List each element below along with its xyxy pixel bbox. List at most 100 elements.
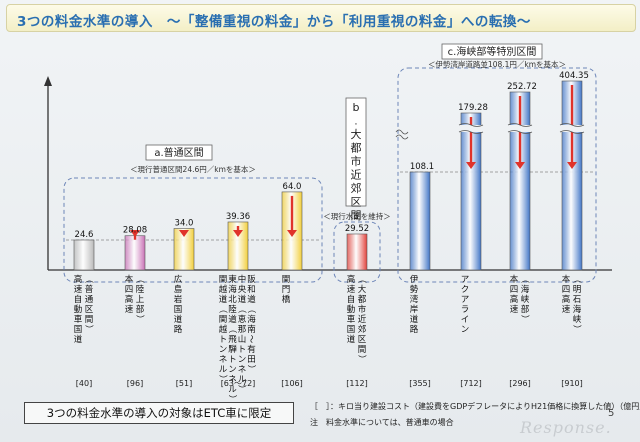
- category-label: 岸: [410, 305, 419, 315]
- category-label: ）: [236, 385, 247, 394]
- category-label: ネ: [238, 365, 247, 375]
- bar-break-gap: [560, 125, 584, 132]
- category-label: ネ: [228, 375, 237, 385]
- category-label: 高: [125, 294, 134, 305]
- category-label: 道: [174, 314, 183, 325]
- category-label: 越: [219, 324, 228, 335]
- category-note: （: [356, 275, 367, 284]
- group-b-label-char: 区: [351, 196, 362, 209]
- category-note: （: [571, 275, 582, 284]
- category-label: ア: [461, 295, 470, 305]
- reduction-arrow-head: [233, 229, 243, 237]
- category-note: 上: [136, 295, 145, 305]
- category-note: 部: [521, 304, 530, 315]
- category-label: ア: [461, 275, 470, 285]
- bar: [460, 112, 482, 271]
- category-note: 近: [358, 314, 367, 325]
- bar: [409, 171, 431, 271]
- category-note: 都: [358, 295, 367, 305]
- group-a-label: a.普通区間: [154, 146, 203, 159]
- bar-value-label: 252.72: [507, 82, 537, 92]
- construction-cost-label: [106]: [281, 379, 303, 388]
- reduction-arrow-head: [130, 229, 140, 237]
- category-label: 国: [174, 305, 183, 315]
- group-a-label-box: [145, 144, 213, 161]
- category-label: 国: [347, 325, 356, 335]
- group-b-label-char: 郊: [351, 182, 362, 195]
- bar: [227, 221, 249, 271]
- category-label: 関: [219, 275, 228, 285]
- category-label: ン: [228, 365, 237, 375]
- category-label: 四: [562, 285, 571, 295]
- category-label: 央: [238, 284, 247, 295]
- category-label: 車: [347, 314, 356, 325]
- category-label: 海: [247, 314, 256, 325]
- construction-cost-label: [712]: [460, 379, 482, 388]
- group-b-label-char: .: [354, 117, 357, 128]
- category-label: ラ: [461, 305, 470, 315]
- category-label: 車: [74, 314, 83, 325]
- category-label: 自: [74, 294, 83, 305]
- group-b-label-char: b: [353, 101, 360, 114]
- reduction-arrow-head: [287, 229, 297, 237]
- category-label: ）: [227, 395, 238, 404]
- category-label: 北: [228, 295, 237, 305]
- category-label: ル: [228, 385, 237, 395]
- category-label: 勢: [410, 284, 419, 295]
- category-label: 本: [562, 274, 571, 285]
- standard-car-note: 注 料金水準については、普通車の場合: [310, 418, 454, 427]
- group-b-label-char: 市: [351, 154, 362, 168]
- category-note: ）: [134, 315, 145, 324]
- category-label: 和: [247, 285, 256, 295]
- category-label: ン: [238, 355, 247, 365]
- category-note: （: [519, 275, 530, 284]
- construction-cost-label: [51]: [176, 379, 192, 388]
- category-label: ト: [238, 345, 247, 355]
- slide-title: 3つの料金水準の導入 ～「整備重視の料金」から「利用重視の料金」への転換～: [17, 14, 531, 30]
- category-label: 国: [74, 325, 83, 335]
- construction-cost-label: [63～72]: [221, 379, 256, 388]
- bar: [73, 239, 95, 271]
- bar-value-label: 179.28: [458, 103, 488, 113]
- category-label: 道: [228, 314, 237, 325]
- category-label: 動: [74, 304, 83, 315]
- group-c-box: [397, 67, 597, 283]
- category-note: 区: [358, 335, 367, 345]
- group-boxes: [63, 43, 597, 283]
- group-c-base-note: ＜伊勢湾岸道路並108.1円／kmを基本＞: [428, 59, 566, 69]
- group-c-label: c.海峡部等特別区間: [448, 45, 537, 58]
- category-label: 広: [174, 274, 183, 285]
- category-label: 速: [347, 285, 356, 295]
- bar: [124, 235, 146, 271]
- category-label: 門: [282, 285, 291, 295]
- category-label: （: [246, 305, 257, 314]
- category-note: ）: [356, 355, 367, 364]
- category-note: 峡: [521, 294, 530, 305]
- category-label: 東: [228, 274, 237, 285]
- category-label: 関: [219, 315, 228, 325]
- etc-only-note: 3つの料金水準の導入の対象はETC車に限定: [24, 402, 294, 424]
- category-note: 部: [136, 304, 145, 315]
- category-label: ）: [246, 365, 257, 374]
- category-label: 伊: [410, 274, 419, 285]
- category-label: ン: [461, 325, 470, 335]
- category-label: 高: [562, 294, 571, 305]
- category-note: 普: [85, 284, 94, 295]
- group-b-label-char: 間: [351, 209, 362, 222]
- bar-value-label: 39.36: [226, 212, 250, 222]
- category-label: 道: [247, 294, 256, 305]
- category-label: 自: [347, 294, 356, 305]
- category-label: 陸: [228, 304, 237, 315]
- bar-value-label: 34.0: [175, 219, 194, 229]
- construction-cost-label: [296]: [509, 379, 531, 388]
- category-label: 速: [510, 305, 519, 315]
- reduction-arrow-head: [515, 162, 525, 169]
- category-label: 飛: [228, 335, 237, 345]
- bar-value-label: 64.0: [283, 182, 302, 192]
- bar: [346, 233, 368, 271]
- category-label: ク: [461, 285, 470, 295]
- bar-value-label: 108.1: [410, 162, 434, 172]
- category-label: 速: [74, 285, 83, 295]
- category-note: 間: [358, 345, 367, 355]
